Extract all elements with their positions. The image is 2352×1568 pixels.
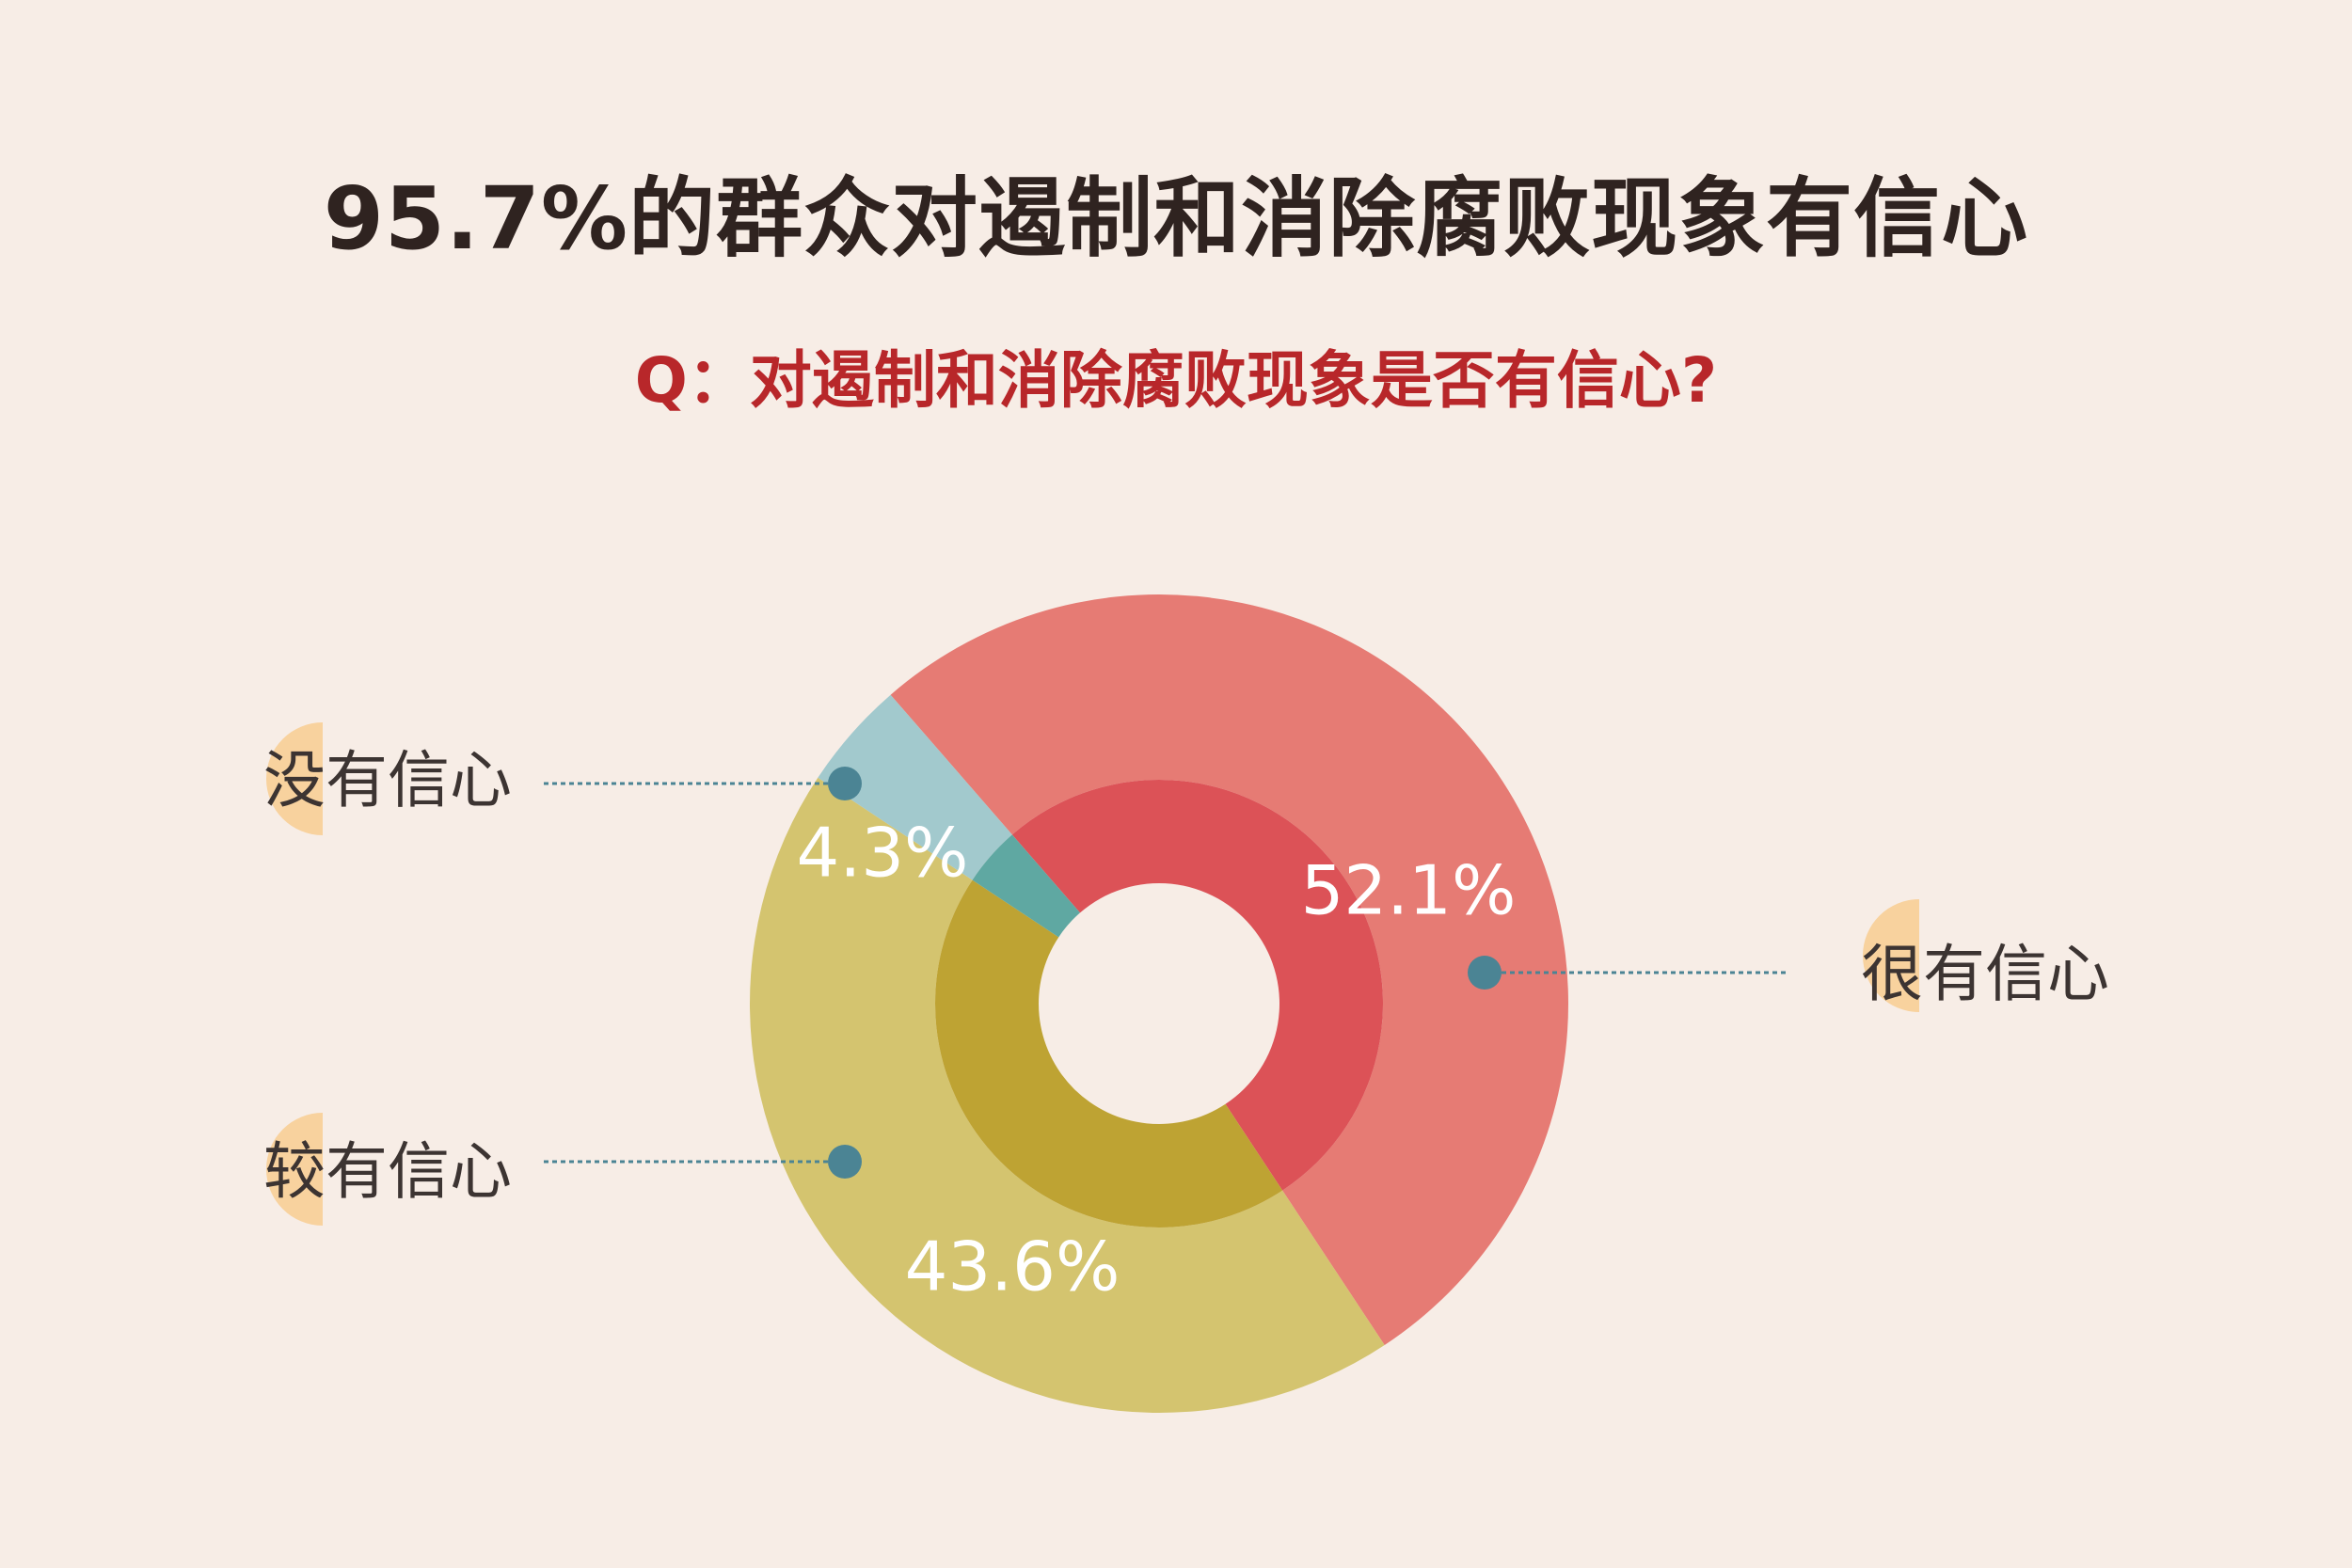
chart-title: 95.7%的群众对遏制和消除腐败现象有信心 bbox=[323, 168, 2029, 269]
data-label-fairly: 43.6% bbox=[905, 1227, 1120, 1307]
survey-question: Q：对遏制和消除腐败现象是否有信心? bbox=[634, 344, 1718, 417]
legend-badge-none bbox=[266, 722, 323, 835]
legend-label-very: 很有信心 bbox=[1861, 938, 2109, 1010]
data-label-none: 4.3% bbox=[797, 814, 969, 893]
slice-outer-very bbox=[890, 594, 1568, 1345]
slice-outer-fairly bbox=[749, 777, 1385, 1414]
slice-inner-none bbox=[972, 834, 1081, 938]
legend-label-none: 没有信心 bbox=[263, 744, 512, 816]
leader-dot-very bbox=[1468, 956, 1502, 990]
slice-inner-very bbox=[1011, 780, 1383, 1191]
legend-badge-fairly bbox=[266, 1113, 323, 1226]
leader-dot-fairly bbox=[828, 1145, 862, 1179]
slice-inner-fairly bbox=[934, 879, 1283, 1228]
slice-outer-none bbox=[818, 694, 1012, 880]
leader-dot-none bbox=[828, 767, 862, 800]
data-label-very: 52.1% bbox=[1301, 851, 1517, 930]
legend-badge-very bbox=[1863, 899, 1919, 1012]
legend-label-fairly: 较有信心 bbox=[263, 1135, 512, 1208]
